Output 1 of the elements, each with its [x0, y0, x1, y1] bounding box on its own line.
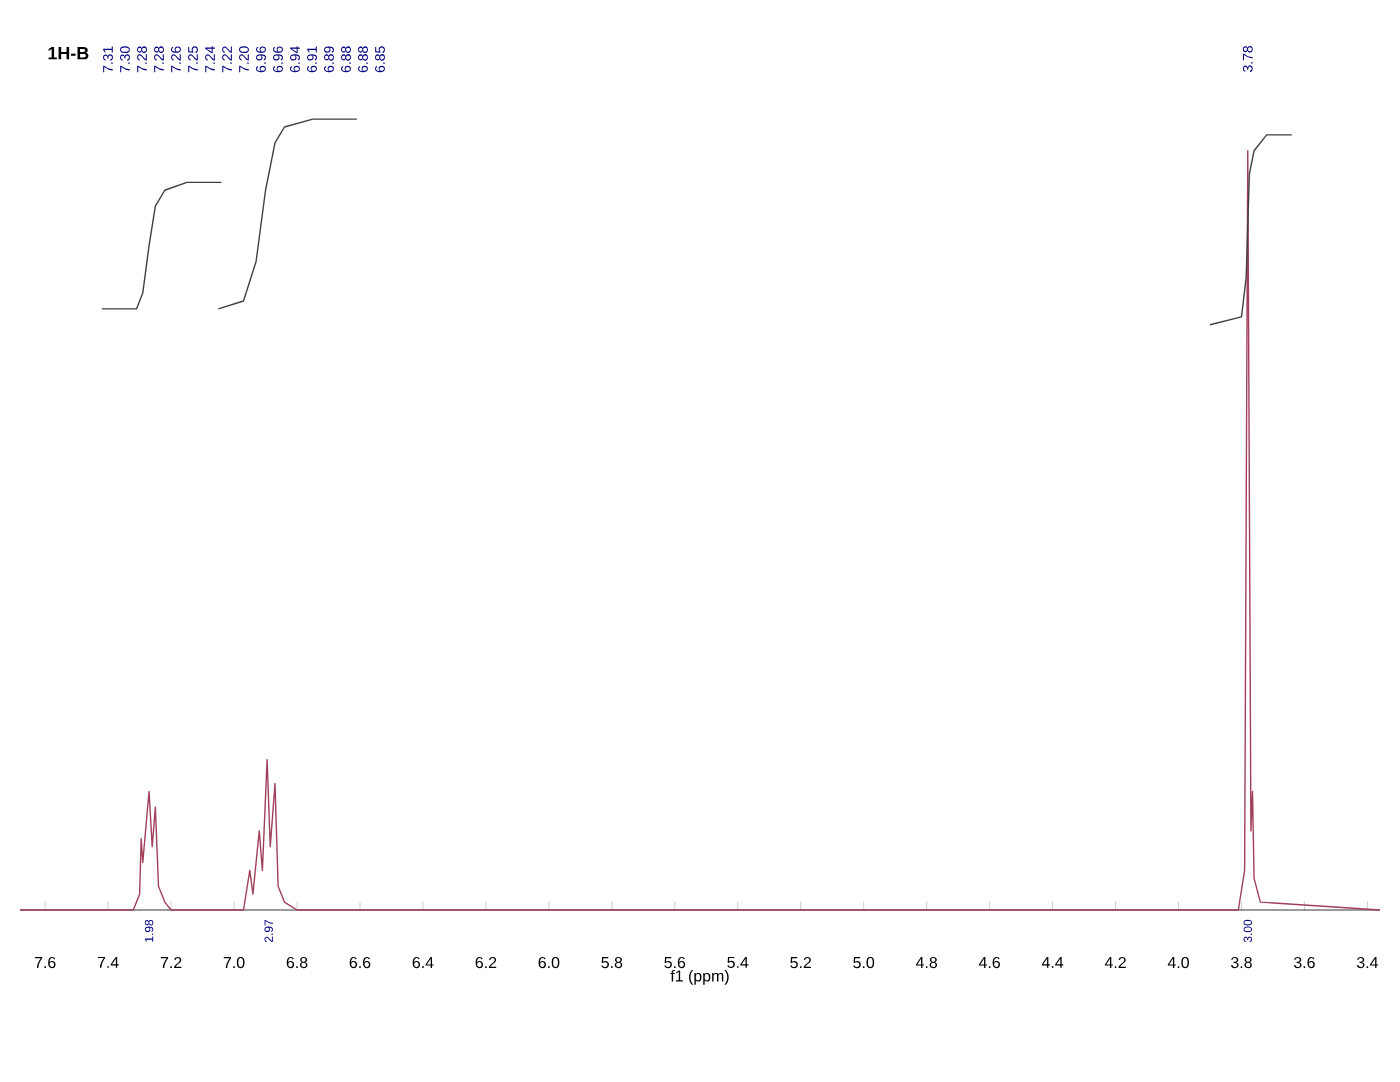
chart-title: 1H-B: [48, 47, 89, 60]
